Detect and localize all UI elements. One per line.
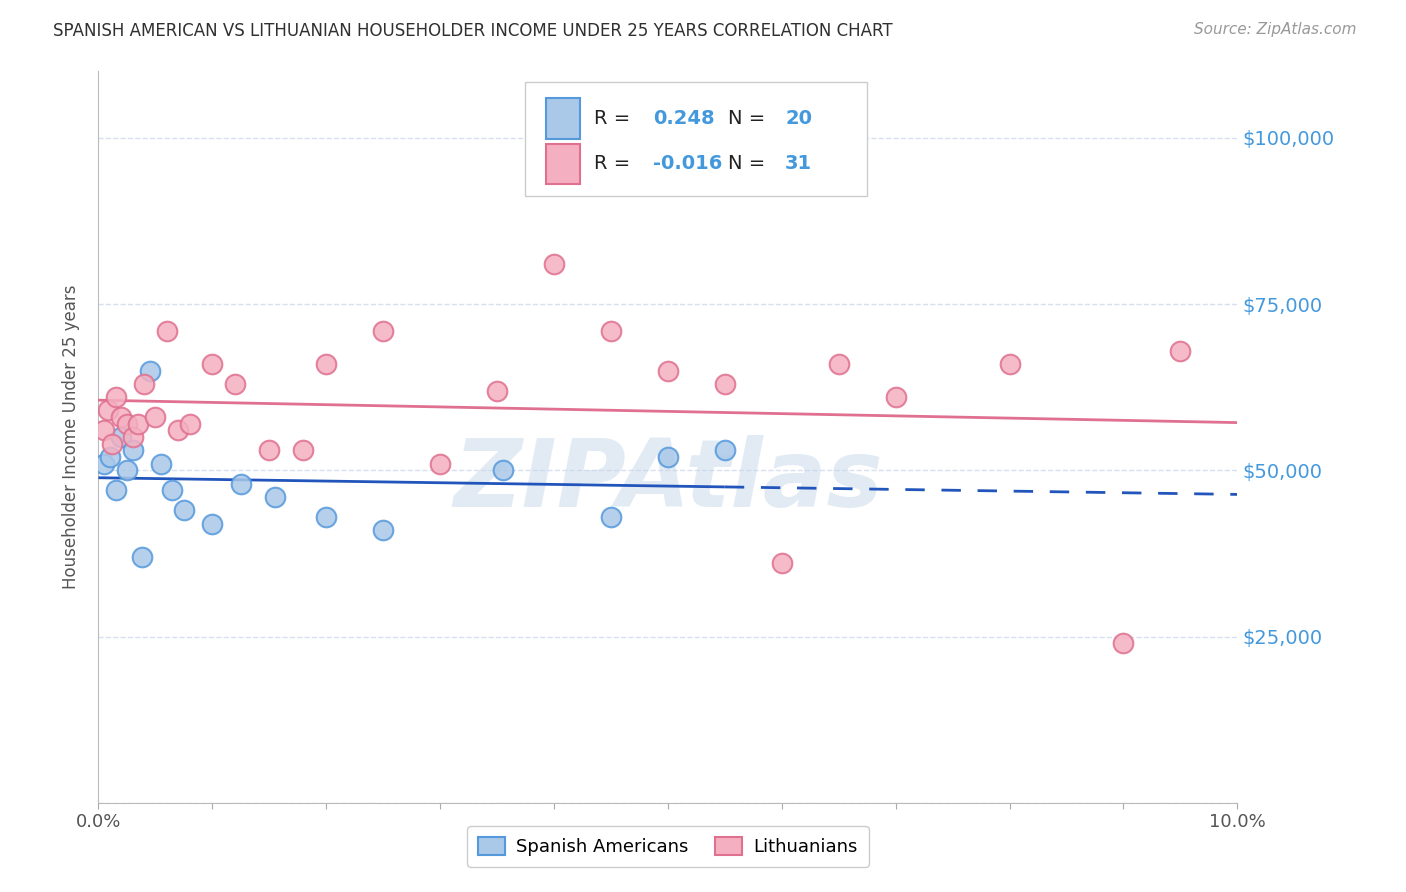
Point <box>104 390 127 404</box>
FancyBboxPatch shape <box>546 144 581 184</box>
Point <box>110 430 132 444</box>
Point <box>315 357 337 371</box>
Point <box>127 417 149 431</box>
Point <box>315 509 337 524</box>
Point <box>101 436 124 450</box>
Point <box>201 357 224 371</box>
Text: SPANISH AMERICAN VS LITHUANIAN HOUSEHOLDER INCOME UNDER 25 YEARS CORRELATION CHA: SPANISH AMERICAN VS LITHUANIAN HOUSEHOLD… <box>53 22 893 40</box>
Point <box>884 390 907 404</box>
Point <box>714 376 737 391</box>
Point <box>121 443 143 458</box>
Point <box>371 324 394 338</box>
Text: Source: ZipAtlas.com: Source: ZipAtlas.com <box>1194 22 1357 37</box>
Text: 31: 31 <box>785 154 813 173</box>
FancyBboxPatch shape <box>526 82 868 195</box>
Point <box>115 417 138 431</box>
Point <box>264 490 287 504</box>
Point <box>131 549 153 564</box>
Text: 20: 20 <box>785 109 813 128</box>
Point <box>115 463 138 477</box>
Point <box>138 363 160 377</box>
Point <box>600 324 623 338</box>
Point <box>104 483 127 498</box>
Point <box>292 443 315 458</box>
Point <box>1112 636 1135 650</box>
Point <box>429 457 451 471</box>
Point <box>173 503 195 517</box>
Point <box>93 457 115 471</box>
Point <box>259 443 281 458</box>
Text: ZIPAtlas: ZIPAtlas <box>453 435 883 527</box>
Point <box>657 450 679 464</box>
Point <box>132 376 155 391</box>
Point <box>770 557 793 571</box>
Point <box>110 410 132 425</box>
FancyBboxPatch shape <box>546 98 581 139</box>
Point <box>486 384 509 398</box>
Point <box>371 523 394 537</box>
Text: N =: N = <box>728 109 772 128</box>
Point <box>714 443 737 458</box>
Point <box>145 410 167 425</box>
Point <box>93 424 115 438</box>
Point <box>600 509 623 524</box>
Point <box>167 424 190 438</box>
Point <box>543 257 565 271</box>
Point <box>162 483 184 498</box>
Point <box>828 357 851 371</box>
Point <box>150 457 173 471</box>
Point <box>1170 343 1192 358</box>
Text: -0.016: -0.016 <box>652 154 723 173</box>
Point <box>98 450 121 464</box>
Y-axis label: Householder Income Under 25 years: Householder Income Under 25 years <box>62 285 80 590</box>
Point <box>224 376 246 391</box>
Point <box>229 476 252 491</box>
Point <box>96 403 118 417</box>
Point <box>156 324 179 338</box>
Text: R =: R = <box>593 154 637 173</box>
Point <box>492 463 515 477</box>
Point <box>179 417 201 431</box>
Point <box>201 516 224 531</box>
Text: N =: N = <box>728 154 772 173</box>
Text: 0.248: 0.248 <box>652 109 714 128</box>
Text: R =: R = <box>593 109 637 128</box>
Legend: Spanish Americans, Lithuanians: Spanish Americans, Lithuanians <box>467 826 869 867</box>
Point <box>657 363 679 377</box>
Point <box>998 357 1021 371</box>
Point <box>121 430 143 444</box>
